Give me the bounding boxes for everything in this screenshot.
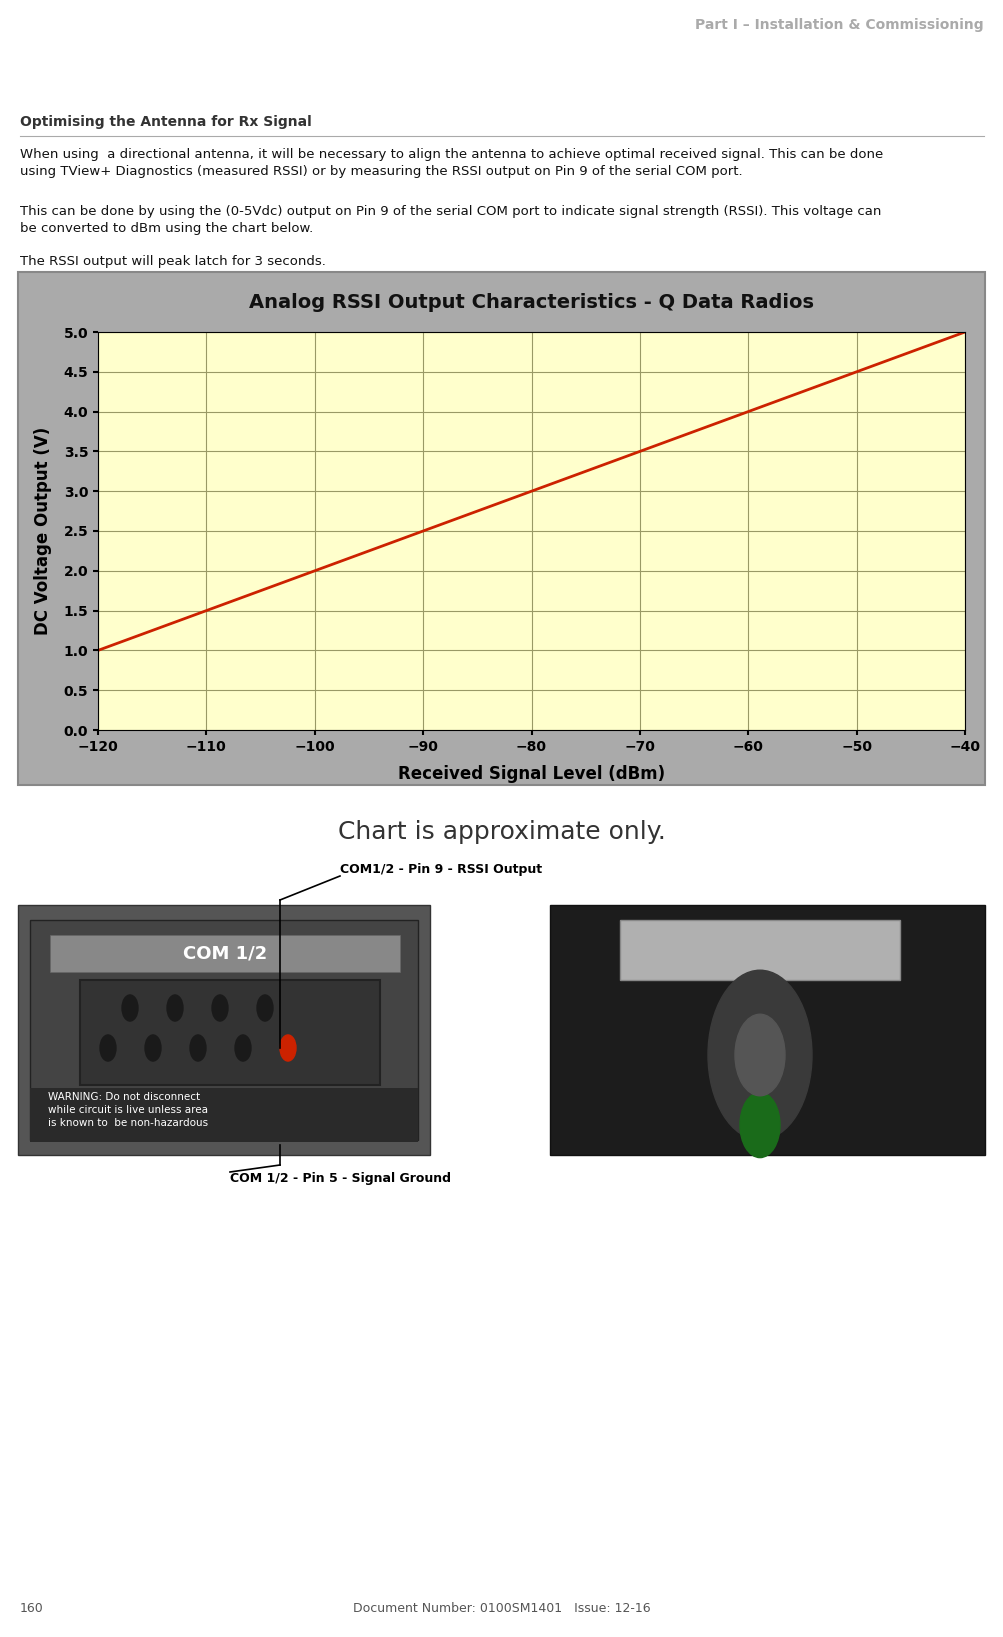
Bar xyxy=(30,920,417,1139)
Circle shape xyxy=(212,995,228,1021)
Circle shape xyxy=(739,1092,779,1157)
Text: WARNING: Do not disconnect
while circuit is live unless area
is known to  be non: WARNING: Do not disconnect while circuit… xyxy=(48,1092,208,1128)
Text: Document Number: 0100SM1401   Issue: 12-16: Document Number: 0100SM1401 Issue: 12-16 xyxy=(353,1603,650,1616)
Bar xyxy=(30,1089,417,1143)
Text: This can be done by using the (0-5Vdc) output on Pin 9 of the serial COM port to: This can be done by using the (0-5Vdc) o… xyxy=(20,205,881,236)
Text: Chart is approximate only.: Chart is approximate only. xyxy=(338,820,665,845)
Text: Part I – Installation & Commissioning: Part I – Installation & Commissioning xyxy=(695,18,983,33)
Circle shape xyxy=(122,995,137,1021)
Circle shape xyxy=(235,1035,251,1061)
Text: The RSSI output will peak latch for 3 seconds.: The RSSI output will peak latch for 3 se… xyxy=(20,255,326,268)
Bar xyxy=(80,981,379,1085)
Bar xyxy=(50,935,399,972)
Text: Optimising the Antenna for Rx Signal: Optimising the Antenna for Rx Signal xyxy=(20,115,312,129)
Circle shape xyxy=(166,995,183,1021)
Bar xyxy=(620,920,899,981)
Y-axis label: DC Voltage Output (V): DC Voltage Output (V) xyxy=(34,427,52,635)
Text: When using  a directional antenna, it will be necessary to align the antenna to : When using a directional antenna, it wil… xyxy=(20,147,883,178)
Circle shape xyxy=(734,1015,784,1095)
Circle shape xyxy=(257,995,273,1021)
Text: Analog RSSI Output Characteristics - Q Data Radios: Analog RSSI Output Characteristics - Q D… xyxy=(249,293,813,311)
Circle shape xyxy=(190,1035,206,1061)
Bar xyxy=(18,272,984,786)
Circle shape xyxy=(100,1035,116,1061)
Text: COM 1/2: COM 1/2 xyxy=(183,945,267,963)
X-axis label: Received Signal Level (dBm): Received Signal Level (dBm) xyxy=(397,764,664,782)
Circle shape xyxy=(707,971,811,1139)
Text: COM1/2 - Pin 9 - RSSI Output: COM1/2 - Pin 9 - RSSI Output xyxy=(340,863,542,876)
Circle shape xyxy=(144,1035,160,1061)
Bar xyxy=(18,905,429,1156)
Circle shape xyxy=(280,1035,296,1061)
Bar xyxy=(550,905,984,1156)
Text: 160: 160 xyxy=(20,1603,44,1616)
Text: COM 1/2 - Pin 5 - Signal Ground: COM 1/2 - Pin 5 - Signal Ground xyxy=(230,1172,450,1185)
